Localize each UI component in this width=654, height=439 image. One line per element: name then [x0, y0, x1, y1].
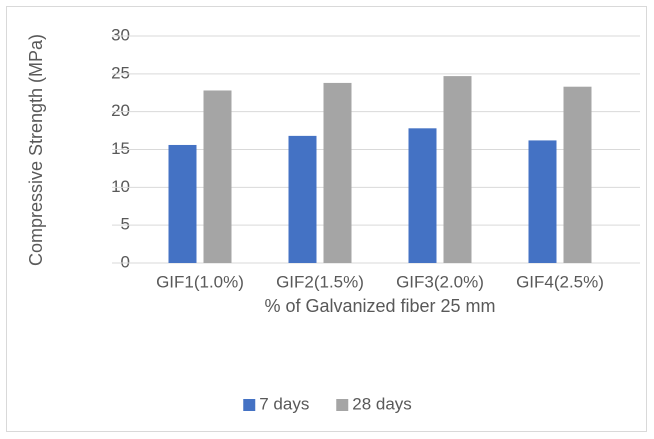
y-tick-label: 5 [121, 215, 130, 234]
x-tick-label: GIF4(2.5%) [516, 272, 604, 291]
y-tick-label: 25 [111, 63, 130, 82]
bar [563, 86, 592, 264]
bar [408, 128, 437, 263]
bar [443, 76, 472, 263]
y-tick-label: 30 [111, 25, 130, 44]
bar [168, 144, 197, 263]
legend-label: 7 days [259, 394, 309, 413]
legend-swatch [243, 399, 256, 411]
legend-label: 28 days [352, 394, 412, 413]
y-tick-label: 0 [121, 252, 130, 271]
legend-swatch [336, 399, 349, 411]
x-tick-label: GIF1(1.0%) [156, 272, 244, 291]
y-tick-label: 10 [111, 177, 130, 196]
x-tick-label: GIF2(1.5%) [276, 272, 364, 291]
y-axis-title: Compressive Strength (MPa) [26, 34, 46, 266]
x-axis-title: % of Galvanized fiber 25 mm [264, 296, 495, 316]
bar [288, 135, 317, 263]
y-tick-label: 15 [111, 139, 130, 158]
bar [203, 90, 232, 263]
bar [528, 140, 557, 263]
bar [323, 82, 352, 263]
x-tick-label: GIF3(2.0%) [396, 272, 484, 291]
y-tick-label: 20 [111, 101, 130, 120]
